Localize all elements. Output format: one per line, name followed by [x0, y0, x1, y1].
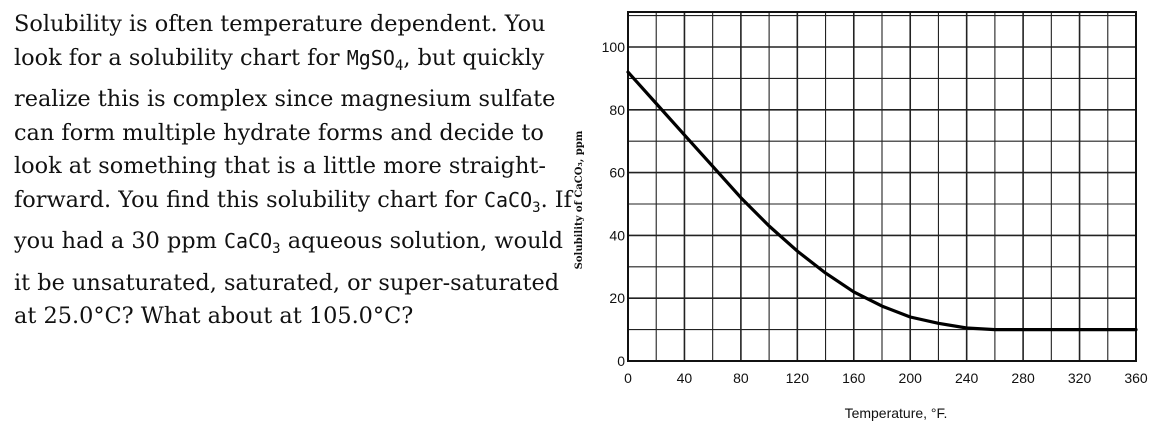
- plot-border: [627, 11, 1137, 362]
- y-tick-label: 40: [609, 227, 625, 243]
- x-tick-label: 200: [899, 370, 923, 386]
- question-part-1: Solubility is often temperature dependen…: [14, 11, 546, 71]
- x-axis-ticks: 0 40 80 120 160 200 240 280 320 360: [624, 370, 1148, 386]
- chart-frame: [627, 11, 1137, 362]
- y-tick-label: 0: [617, 353, 625, 369]
- x-tick-label: 40: [677, 370, 693, 386]
- x-tick-label: 0: [624, 370, 632, 386]
- y-tick-label: 60: [609, 165, 625, 181]
- question-part-2: , but quickly realize this is complex si…: [14, 44, 556, 213]
- y-axis-label: Solubility of CaCO₃, ppm: [574, 130, 585, 269]
- x-tick-label: 320: [1068, 370, 1092, 386]
- x-tick-label: 120: [786, 370, 810, 386]
- x-tick-label: 160: [842, 370, 866, 386]
- x-tick-label: 280: [1011, 370, 1035, 386]
- question-text: Solubility is often temperature dependen…: [14, 8, 574, 334]
- x-tick-label: 240: [955, 370, 979, 386]
- x-tick-label: 80: [733, 370, 749, 386]
- y-tick-label: 20: [609, 290, 625, 306]
- solubility-curve: [626, 70, 1138, 332]
- x-axis-label: Temperature, °F.: [845, 405, 948, 421]
- x-tick-label: 360: [1124, 370, 1148, 386]
- formula-caco3: CaCO3: [483, 187, 541, 216]
- y-axis-ticks: 0 20 40 60 80 100: [602, 39, 626, 369]
- formula-mgso4: MgSO4: [346, 45, 404, 74]
- solubility-chart: 0 40 80 120 160 200 240 280 320 360 020406080100 …: [574, 11, 1148, 421]
- y-tick-label: 80: [609, 102, 625, 118]
- question-part-3: . If you had a 30 ppm: [14, 186, 572, 255]
- y-tick-label: 100: [602, 39, 626, 55]
- question-part-4: aqueous solution, would it be unsaturate…: [14, 228, 563, 329]
- chart-series: [626, 70, 1138, 332]
- chart-grid: [628, 12, 1136, 361]
- formula-caco3-second: CaCO3: [223, 229, 281, 257]
